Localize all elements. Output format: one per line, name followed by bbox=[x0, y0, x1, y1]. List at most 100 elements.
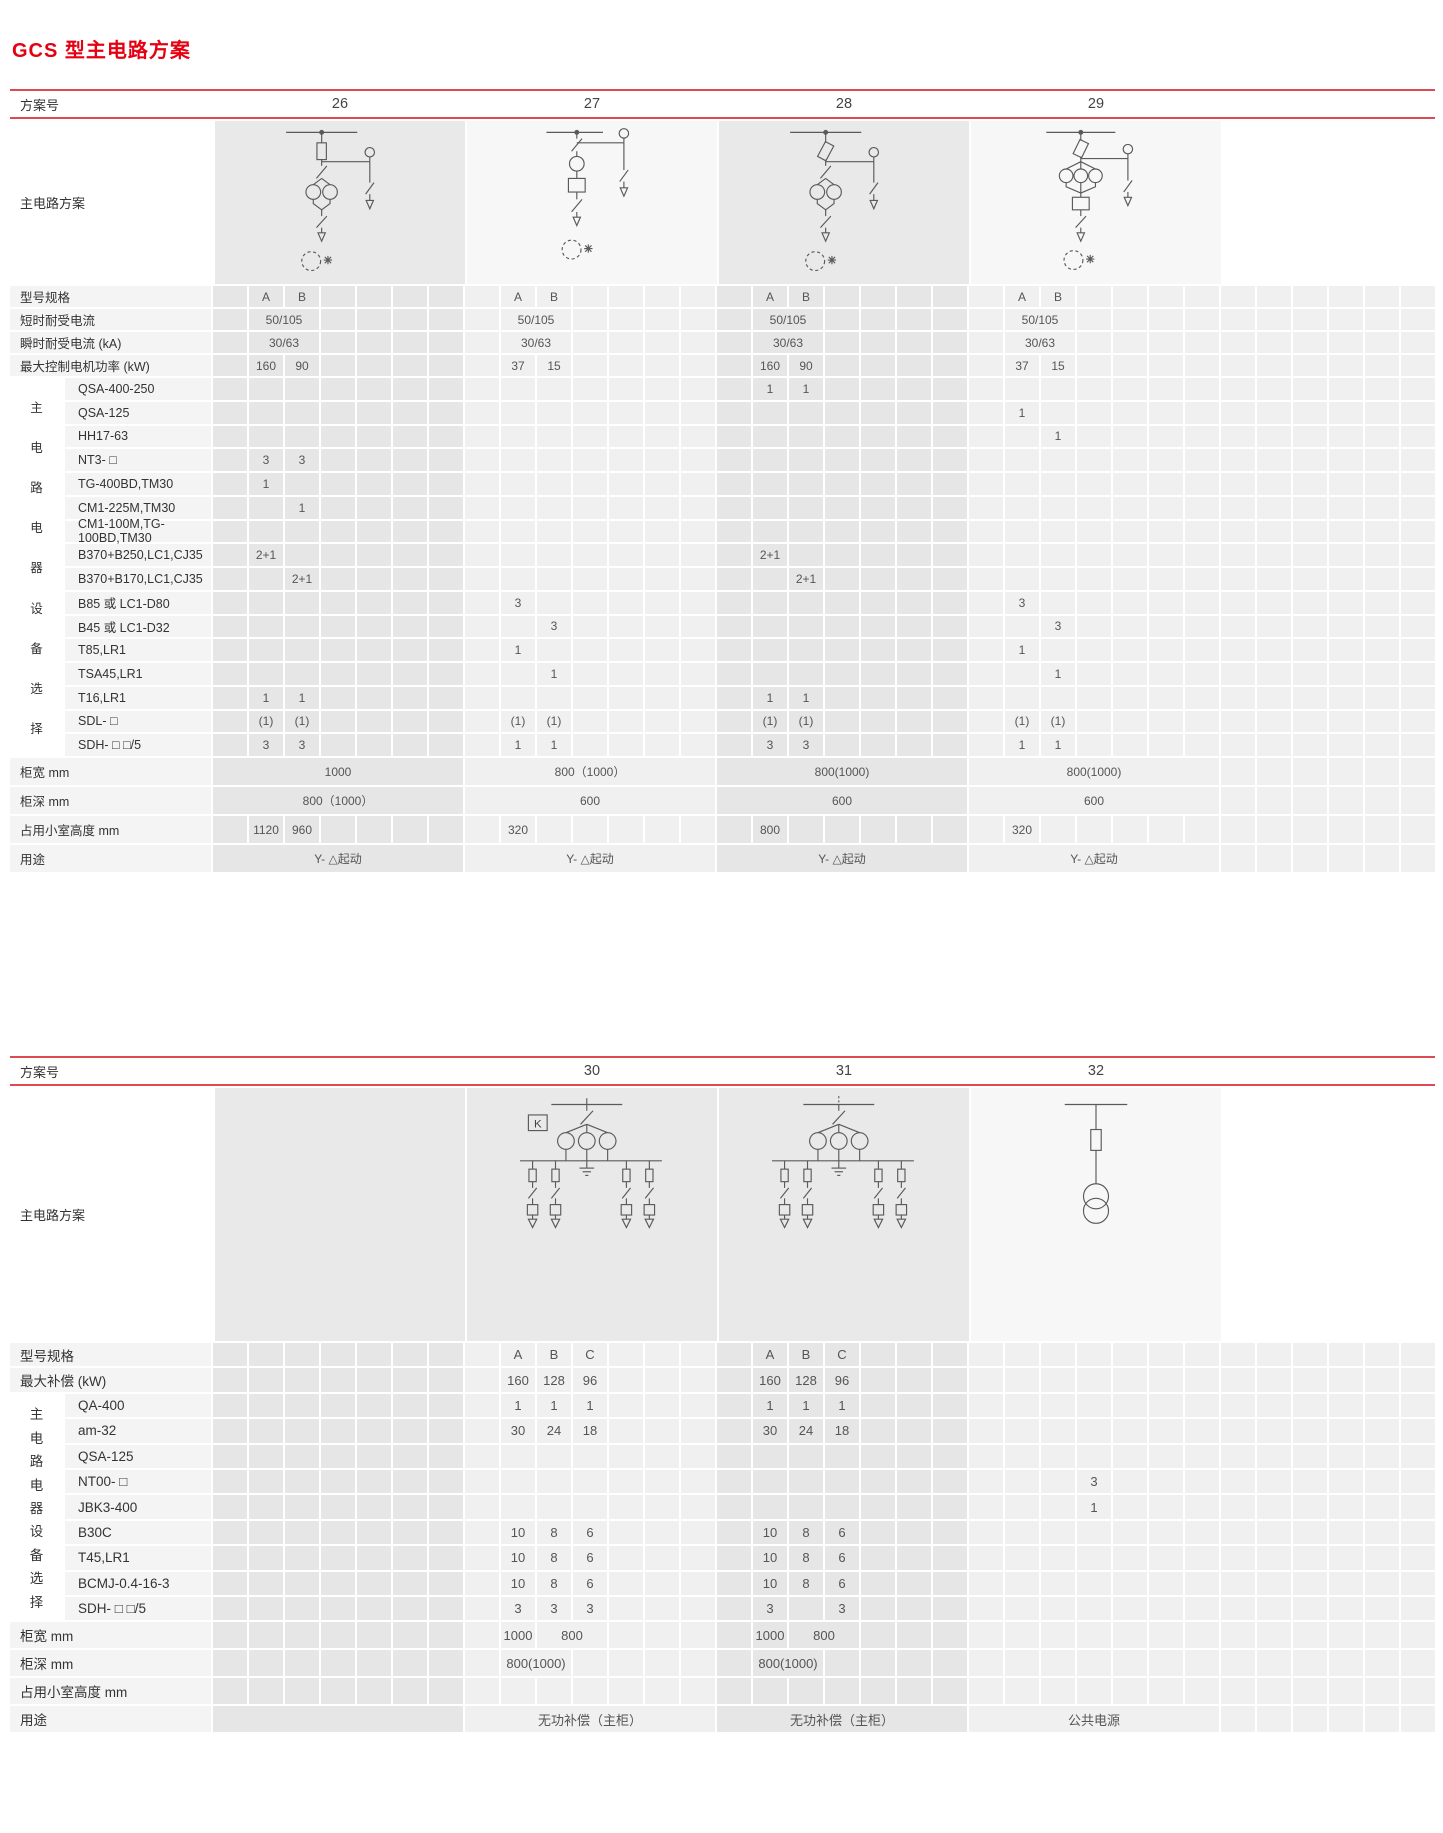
grid-cell bbox=[501, 1495, 535, 1519]
grid-cell bbox=[321, 1678, 355, 1705]
grid-cell bbox=[501, 473, 535, 495]
table-row: B45 或 LC1-D32 3 3 bbox=[65, 615, 1435, 638]
grid-cell bbox=[681, 1520, 715, 1545]
grid-cell-value: 无功补偿（主柜） bbox=[717, 1706, 967, 1733]
grid-cell bbox=[825, 663, 859, 685]
grid-cell bbox=[609, 1650, 643, 1677]
grid-cell bbox=[465, 449, 499, 471]
grid-cell bbox=[249, 1571, 283, 1595]
grid-cell bbox=[933, 1368, 967, 1392]
grid-cell bbox=[321, 639, 355, 661]
grid-cell bbox=[1329, 1706, 1363, 1733]
grid-cell bbox=[645, 286, 679, 307]
grid-cell bbox=[213, 710, 247, 733]
grid-cell bbox=[861, 401, 895, 424]
grid-cell bbox=[1077, 544, 1111, 566]
grid-cell bbox=[1401, 496, 1435, 519]
grid-cell bbox=[285, 1678, 319, 1705]
grid-cell bbox=[753, 401, 787, 424]
grid-cell bbox=[1041, 1393, 1075, 1418]
grid-cell bbox=[1041, 1520, 1075, 1545]
grid-cell bbox=[213, 568, 247, 590]
grid-cell-value: B bbox=[789, 286, 823, 307]
grid-cell bbox=[933, 1444, 967, 1468]
grid-cell bbox=[1257, 1368, 1291, 1392]
grid-cell-value: 50/105 bbox=[753, 309, 823, 330]
grid-cell bbox=[645, 425, 679, 448]
grid-cell bbox=[1113, 1678, 1147, 1705]
grid-cell bbox=[1185, 1571, 1219, 1595]
grid-cell bbox=[1149, 1546, 1183, 1570]
grid-cell bbox=[285, 473, 319, 495]
grid-cell bbox=[393, 1596, 427, 1621]
grid-cell bbox=[393, 286, 427, 307]
grid-cell bbox=[861, 309, 895, 330]
diagram-row: 主电路方案 K bbox=[10, 1088, 1435, 1341]
grid-cell bbox=[1401, 1571, 1435, 1595]
grid-cell bbox=[429, 1419, 463, 1443]
grid-cell bbox=[501, 1678, 535, 1705]
grid-cell bbox=[1185, 1343, 1219, 1367]
grid-cell bbox=[897, 401, 931, 424]
grid-cell bbox=[1077, 1419, 1111, 1443]
grid-cell bbox=[645, 1495, 679, 1519]
grid-cell bbox=[609, 1520, 643, 1545]
grid-cell bbox=[249, 615, 283, 638]
grid-cell bbox=[537, 639, 571, 661]
grid-cell-value: 1 bbox=[1005, 639, 1039, 661]
grid-cell bbox=[1257, 355, 1291, 376]
grid-cell bbox=[1329, 845, 1363, 872]
grid-cell bbox=[429, 449, 463, 471]
grid-cell bbox=[933, 1469, 967, 1494]
grid-cell bbox=[789, 591, 823, 614]
grid-cell bbox=[1221, 544, 1255, 566]
grid-cell bbox=[465, 1368, 499, 1392]
grid-cell bbox=[1257, 615, 1291, 638]
row-cells: 10 8 6 10 8 6 bbox=[213, 1571, 1435, 1595]
grid-cell-value: (1) bbox=[537, 710, 571, 733]
grid-cell bbox=[1293, 1495, 1327, 1519]
grid-cell-value: 6 bbox=[825, 1546, 859, 1570]
grid-cell bbox=[1365, 710, 1399, 733]
grid-cell bbox=[393, 332, 427, 353]
grid-cell bbox=[1293, 1444, 1327, 1468]
grid-cell-value: 1 bbox=[537, 663, 571, 685]
grid-cell bbox=[609, 378, 643, 400]
grid-cell bbox=[1149, 734, 1183, 756]
grid-cell bbox=[1077, 1596, 1111, 1621]
grid-cell bbox=[1401, 1622, 1435, 1649]
grid-cell bbox=[573, 639, 607, 661]
grid-cell bbox=[573, 1678, 607, 1705]
grid-cell-value: 320 bbox=[1005, 816, 1039, 843]
grid-cell bbox=[1113, 1368, 1147, 1392]
equipment-selection-group: 主电路电器设备选择 QA-400 1 1 1 1 1 1 am-32 30 24 18 30 24 18 QS… bbox=[10, 1393, 1435, 1623]
grid-cell-value: 24 bbox=[789, 1419, 823, 1443]
grid-cell bbox=[465, 1520, 499, 1545]
grid-cell-value: C bbox=[573, 1343, 607, 1367]
grid-cell bbox=[1365, 1678, 1399, 1705]
grid-cell bbox=[321, 401, 355, 424]
grid-cell bbox=[753, 591, 787, 614]
grid-cell bbox=[1257, 787, 1291, 814]
grid-cell bbox=[933, 520, 967, 543]
row-cells: 2+1 2+1 bbox=[213, 544, 1435, 566]
row-label: QSA-125 bbox=[65, 1444, 211, 1468]
grid-cell bbox=[429, 1571, 463, 1595]
grid-cell bbox=[1329, 520, 1363, 543]
grid-cell bbox=[933, 473, 967, 495]
grid-cell bbox=[861, 1678, 895, 1705]
grid-cell bbox=[1149, 332, 1183, 353]
grid-cell-value: 10 bbox=[501, 1571, 535, 1595]
grid-cell bbox=[1113, 1495, 1147, 1519]
grid-cell bbox=[1005, 1368, 1039, 1392]
grid-cell bbox=[1113, 520, 1147, 543]
grid-cell bbox=[681, 1343, 715, 1367]
grid-cell bbox=[969, 816, 1003, 843]
grid-cell bbox=[1329, 544, 1363, 566]
grid-cell bbox=[1041, 401, 1075, 424]
row-cells: 2+1 2+1 bbox=[213, 568, 1435, 590]
grid-cell-value: 800（1000） bbox=[213, 787, 463, 814]
grid-cell bbox=[969, 1419, 1003, 1443]
grid-cell bbox=[825, 544, 859, 566]
